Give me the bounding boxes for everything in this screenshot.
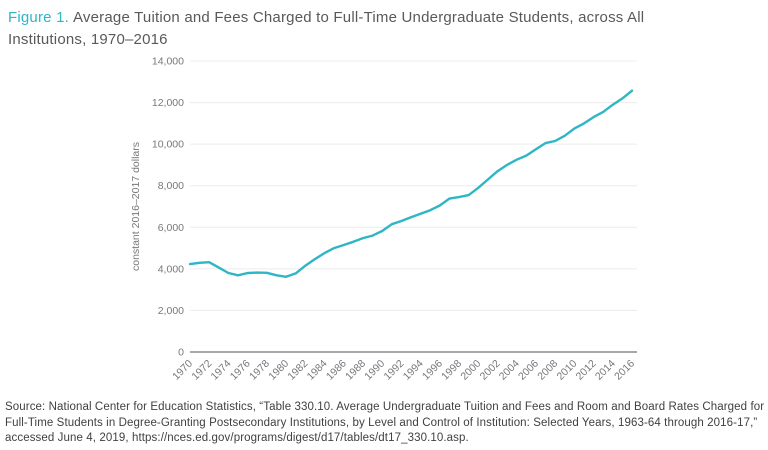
figure-title: Figure 1. Average Tuition and Fees Charge… xyxy=(8,7,714,51)
x-tick-label: 2006 xyxy=(516,358,541,383)
x-tick-label: 2004 xyxy=(497,358,522,383)
y-tick-label: 4,000 xyxy=(158,263,184,275)
x-tick-label: 2016 xyxy=(612,358,637,383)
tuition-trend-line xyxy=(188,89,634,278)
x-tick-label: 1988 xyxy=(343,358,368,383)
x-tick-label: 1998 xyxy=(439,358,464,383)
figure-title-text: Average Tuition and Fees Charged to Full… xyxy=(8,9,645,48)
x-tick-label: 1972 xyxy=(189,358,214,383)
x-tick-label: 2012 xyxy=(574,358,599,383)
x-tick-label: 1978 xyxy=(247,358,272,383)
y-tick-label: 10,000 xyxy=(152,139,184,151)
x-tick-label: 2002 xyxy=(478,358,503,383)
x-tick-label: 1992 xyxy=(382,358,407,383)
x-tick-label: 1970 xyxy=(170,358,195,383)
y-tick-label: 14,000 xyxy=(152,56,184,68)
x-tick-label: 1996 xyxy=(420,358,445,383)
source-note: Source: National Center for Education St… xyxy=(5,401,765,444)
y-tick-label: 2,000 xyxy=(158,305,184,317)
y-tick-label: 8,000 xyxy=(158,180,184,192)
x-tick-label: 1984 xyxy=(305,358,330,383)
x-tick-label: 1982 xyxy=(285,358,310,383)
y-axis-label: constant 2016–2017 dollars xyxy=(130,142,142,271)
y-tick-label: 12,000 xyxy=(152,97,184,109)
y-tick-label: 6,000 xyxy=(158,222,184,234)
x-tick-label: 2014 xyxy=(593,358,618,383)
x-tick-label: 1976 xyxy=(228,358,253,383)
x-tick-label: 1990 xyxy=(362,358,387,383)
x-tick-label: 1974 xyxy=(209,358,234,383)
figure-label: Figure 1. xyxy=(8,9,69,26)
y-tick-label: 0 xyxy=(178,347,184,359)
x-tick-label: 2000 xyxy=(458,358,483,383)
x-tick-label: 1986 xyxy=(324,358,349,383)
x-tick-label: 2008 xyxy=(535,358,560,383)
x-tick-label: 1980 xyxy=(266,358,291,383)
x-tick-label: 2010 xyxy=(554,358,579,383)
x-tick-label: 1994 xyxy=(401,358,426,383)
